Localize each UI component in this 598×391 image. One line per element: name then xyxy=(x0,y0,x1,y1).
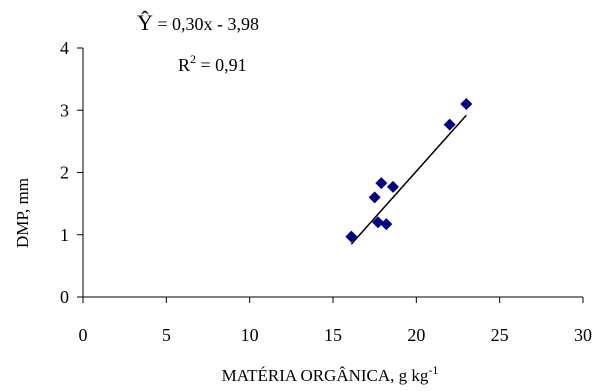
x-axis-label-superscript: -1 xyxy=(428,363,438,377)
x-tick-label: 30 xyxy=(574,325,592,345)
data-point xyxy=(380,218,393,231)
data-point xyxy=(372,216,384,229)
y-ticks: 0 1 2 3 4 xyxy=(60,38,83,307)
regression-line xyxy=(350,114,467,245)
x-tick-label: 5 xyxy=(162,325,171,345)
equation-rhs: = 0,30x - 3,98 xyxy=(153,14,259,34)
x-tick-label: 25 xyxy=(491,325,509,345)
data-points xyxy=(345,98,473,243)
data-point xyxy=(368,191,381,204)
x-tick-label: 10 xyxy=(241,325,259,345)
y-tick-label: 4 xyxy=(60,38,69,58)
data-point xyxy=(443,118,456,131)
data-point xyxy=(345,230,358,243)
regression-equation: Ŷ = 0,30x - 3,98 xyxy=(137,10,259,35)
y-tick-label: 3 xyxy=(60,100,69,120)
r2-value: = 0,91 xyxy=(196,55,247,75)
r-squared-annotation: R2 = 0,91 xyxy=(178,52,247,75)
data-point xyxy=(460,98,473,111)
r2-prefix: R xyxy=(178,55,190,75)
y-tick-label: 2 xyxy=(60,163,69,183)
axes xyxy=(82,48,583,298)
data-point xyxy=(375,177,388,190)
equation-lhs: Ŷ xyxy=(137,10,153,35)
x-tick-label: 20 xyxy=(407,325,425,345)
x-axis-label: MATÉRIA ORGÂNICA, g kg-1 xyxy=(222,363,439,385)
y-tick-label: 1 xyxy=(60,225,69,245)
y-tick-label: 0 xyxy=(60,287,69,307)
y-axis-label: DMP, mm xyxy=(13,178,32,248)
x-tick-label: 15 xyxy=(324,325,342,345)
r2-superscript: 2 xyxy=(190,52,196,66)
x-axis-label-text: MATÉRIA ORGÂNICA, g kg xyxy=(222,366,429,385)
x-tick-label: 0 xyxy=(79,325,88,345)
data-point xyxy=(387,180,399,193)
x-ticks: 0 5 10 15 20 25 30 xyxy=(79,297,592,345)
